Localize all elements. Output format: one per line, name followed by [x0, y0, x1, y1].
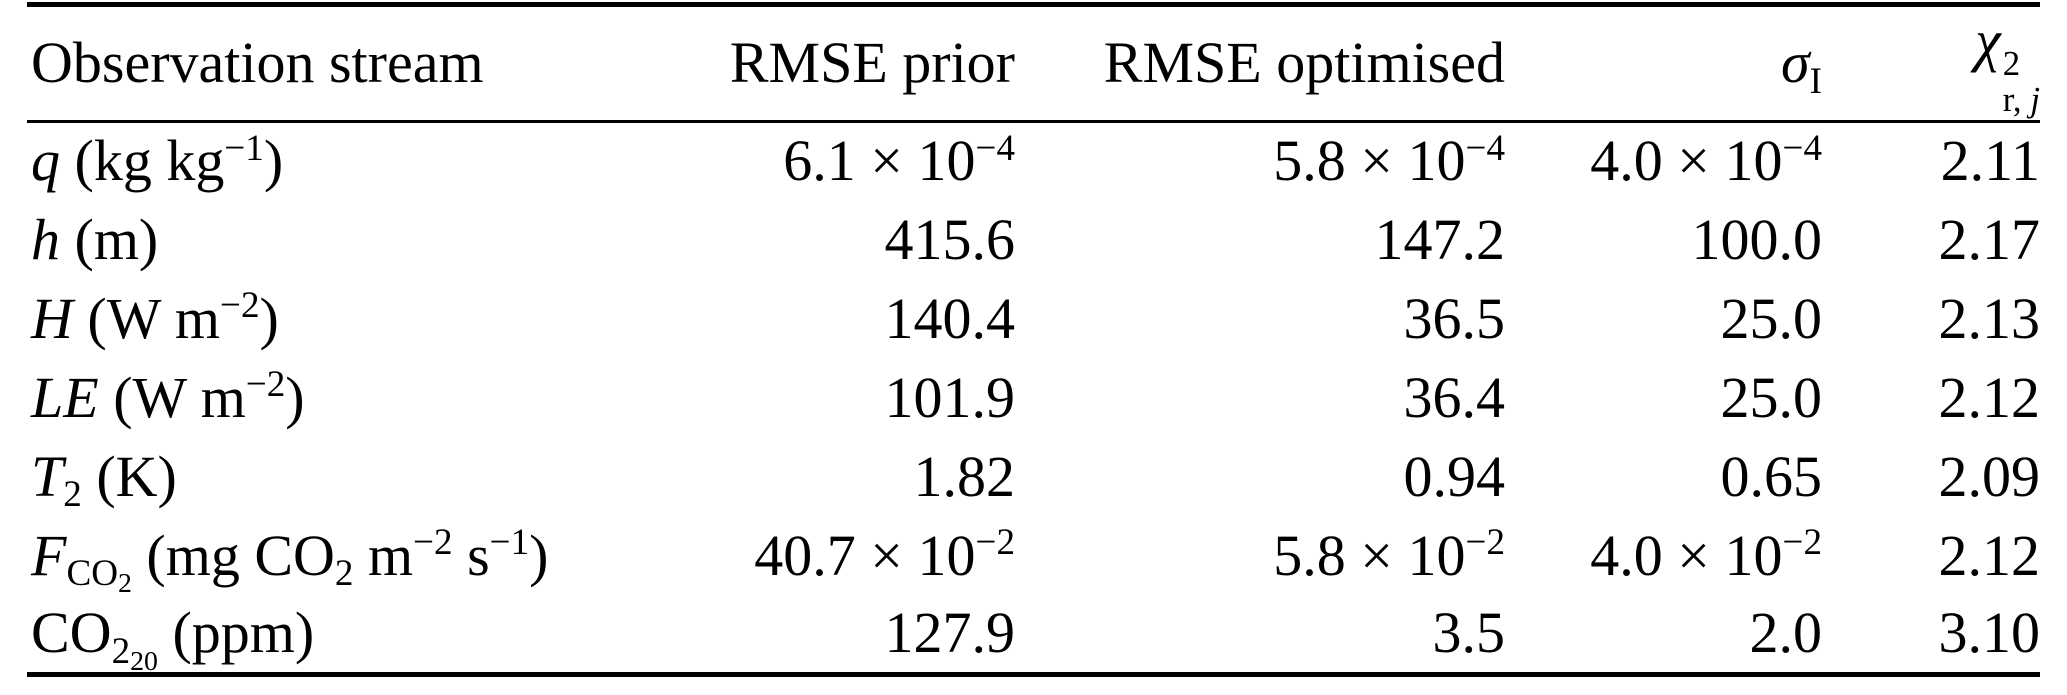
header-chi-squared-rj: χ 2 r, j	[1975, 8, 2040, 120]
cell-rmse-optimised: 36.4	[1403, 364, 1506, 430]
header-rmse-optimised: RMSE optimised	[1103, 30, 1505, 96]
cell-rmse-optimised: 36.5	[1403, 285, 1506, 351]
cell-sigma-i: 2.0	[1749, 600, 1823, 666]
table-row-CO2-20: CO220 (ppm) 127.9 3.5 2.0 3.10	[27, 596, 2041, 677]
cell-stream: CO220 (ppm)	[31, 600, 315, 677]
cell-sigma-i: 4.0 × 10−2	[1590, 522, 1822, 588]
cell-stream: h (m)	[31, 206, 159, 272]
cell-stream: T2 (K)	[31, 443, 177, 516]
cell-chi-squared: 2.12	[1938, 522, 2041, 588]
cell-sigma-i: 25.0	[1720, 285, 1823, 351]
table-row-H: H (W m−2) 140.4 36.5 25.0 2.13	[27, 280, 2040, 359]
cell-sigma-i: 0.65	[1720, 443, 1823, 509]
header-row: Observation stream RMSE prior RMSE optim…	[27, 5, 2040, 122]
table-row-q: q (kg kg−1) 6.1 × 10−4 5.8 × 10−4 4.0 × …	[27, 122, 2040, 201]
cell-rmse-prior: 415.6	[884, 206, 1016, 272]
cell-sigma-i: 4.0 × 10−4	[1590, 128, 1822, 194]
header-sigma-i: σI	[1781, 30, 1822, 102]
cell-rmse-prior: 1.82	[913, 443, 1016, 509]
header-rmse-prior: RMSE prior	[729, 30, 1015, 96]
cell-rmse-prior: 101.9	[884, 364, 1016, 430]
cell-chi-squared: 3.10	[1938, 600, 2041, 666]
cell-stream: q (kg kg−1)	[31, 128, 284, 194]
cell-sigma-i: 100.0	[1691, 206, 1823, 272]
cell-stream: FCO2 (mg CO2 m−2 s−1)	[31, 522, 549, 599]
cell-chi-squared: 2.17	[1938, 206, 2041, 272]
table-row-T2: T2 (K) 1.82 0.94 0.65 2.09	[27, 438, 2040, 517]
cell-rmse-prior: 6.1 × 10−4	[783, 128, 1015, 194]
cell-rmse-optimised: 3.5	[1432, 600, 1506, 666]
table-row-h: h (m) 415.6 147.2 100.0 2.17	[27, 201, 2040, 280]
header-observation-stream: Observation stream	[31, 30, 484, 96]
observation-streams-table: Observation stream RMSE prior RMSE optim…	[27, 2, 2040, 677]
cell-rmse-optimised: 5.8 × 10−4	[1273, 128, 1505, 194]
cell-chi-squared: 2.13	[1938, 285, 2041, 351]
cell-rmse-prior: 140.4	[884, 285, 1016, 351]
cell-chi-squared: 2.09	[1938, 443, 2041, 509]
cell-rmse-optimised: 0.94	[1403, 443, 1506, 509]
cell-stream: LE (W m−2)	[31, 364, 305, 430]
cell-stream: H (W m−2)	[31, 285, 279, 351]
cell-rmse-optimised: 147.2	[1374, 206, 1506, 272]
cell-chi-squared: 2.11	[1940, 128, 2040, 194]
table-row-FCO2: FCO2 (mg CO2 m−2 s−1) 40.7 × 10−2 5.8 × …	[27, 517, 2041, 599]
cell-chi-squared: 2.12	[1938, 364, 2041, 430]
cell-sigma-i: 25.0	[1720, 364, 1823, 430]
cell-rmse-optimised: 5.8 × 10−2	[1273, 522, 1505, 588]
cell-rmse-prior: 127.9	[884, 600, 1016, 666]
cell-rmse-prior: 40.7 × 10−2	[754, 522, 1015, 588]
table-row-LE: LE (W m−2) 101.9 36.4 25.0 2.12	[27, 359, 2040, 438]
